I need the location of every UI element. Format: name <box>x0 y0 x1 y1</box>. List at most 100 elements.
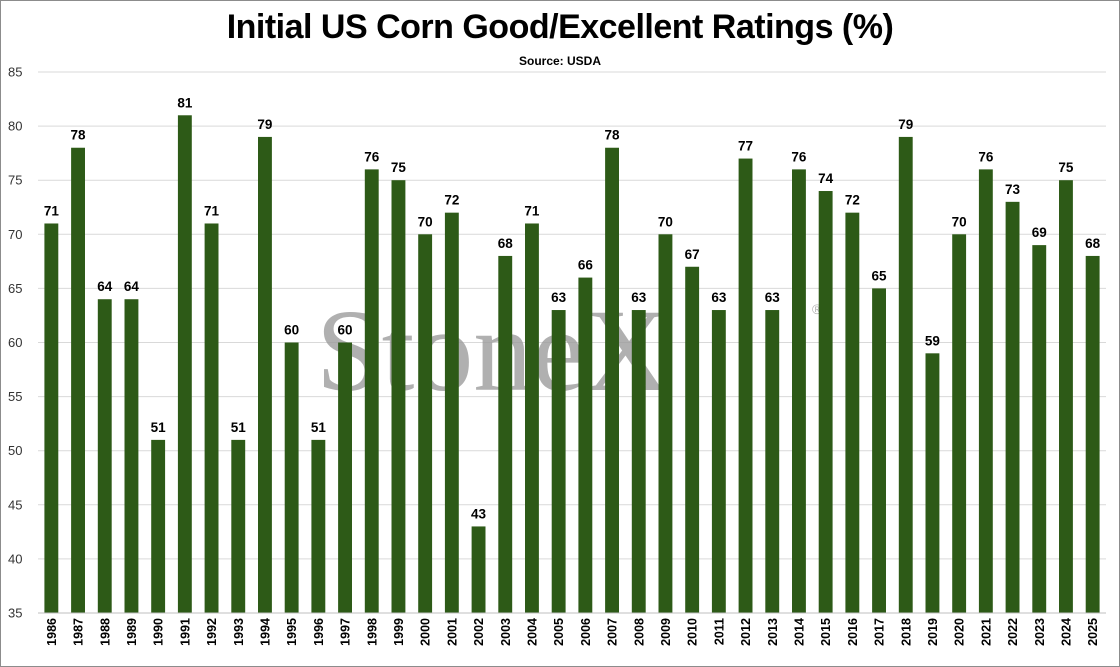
x-tick-label: 1990 <box>152 618 166 646</box>
data-label: 51 <box>151 420 167 435</box>
x-tick-label: 2016 <box>846 618 860 646</box>
data-label: 73 <box>1005 182 1021 197</box>
data-label: 67 <box>685 247 700 262</box>
data-label: 76 <box>364 149 380 164</box>
bar <box>311 439 326 613</box>
bar <box>418 234 433 614</box>
chart-title: Initial US Corn Good/Excellent Ratings (… <box>226 8 894 46</box>
x-tick-label: 2007 <box>606 618 620 646</box>
data-label: 78 <box>71 128 87 143</box>
y-tick-label: 65 <box>8 281 22 296</box>
x-tick-label: 1987 <box>72 618 86 646</box>
bar <box>444 212 459 613</box>
bar <box>978 169 993 613</box>
data-label: 59 <box>925 333 940 348</box>
bar <box>898 136 913 614</box>
x-tick-label: 2019 <box>926 618 940 646</box>
bar <box>364 169 379 613</box>
x-tick-label: 2017 <box>873 618 887 646</box>
bar <box>738 158 753 613</box>
x-tick-label: 2012 <box>739 618 753 646</box>
x-tick-label: 2020 <box>953 618 967 646</box>
y-tick-label: 80 <box>8 119 22 134</box>
y-tick-label: 35 <box>8 606 22 621</box>
data-labels: 71 78 64 64 51 81 71 51 79 60 51 60 76 75 70 72 43 68 71 63… <box>44 95 1101 521</box>
data-label: 81 <box>177 95 193 110</box>
x-tick-label: 2009 <box>659 618 673 646</box>
bar <box>551 310 566 613</box>
x-tick-label: 1994 <box>258 618 272 646</box>
x-tick-label: 1986 <box>45 618 59 646</box>
bar <box>338 342 352 613</box>
bar <box>1032 245 1047 613</box>
bar <box>391 180 406 613</box>
data-label: 64 <box>97 279 113 294</box>
bar <box>231 439 246 613</box>
bars <box>44 115 1100 614</box>
data-label: 71 <box>44 203 60 218</box>
x-axis: 1986 1987 1988 1989 1990 1991 1992 1993 1994 1995… <box>38 612 1106 646</box>
data-label: 75 <box>391 160 407 175</box>
x-tick-label: 2018 <box>899 618 913 646</box>
data-label: 76 <box>791 149 807 164</box>
x-tick-label: 2023 <box>1033 618 1047 646</box>
x-tick-label: 1988 <box>98 618 112 646</box>
bar <box>124 299 139 613</box>
y-tick-label: 60 <box>8 335 22 350</box>
x-tick-label: 2011 <box>712 618 726 645</box>
data-label: 79 <box>257 117 272 132</box>
data-label: 63 <box>551 290 567 305</box>
y-tick-label: 55 <box>8 389 22 404</box>
bar <box>925 353 940 613</box>
data-label: 68 <box>1085 236 1101 251</box>
data-label: 63 <box>765 290 781 305</box>
y-tick-label: 85 <box>8 65 22 80</box>
data-label: 74 <box>818 171 834 186</box>
y-axis: 35 40 45 50 55 60 65 70 75 80 85 <box>8 65 22 621</box>
bar <box>792 169 806 613</box>
x-tick-label: 2015 <box>819 618 833 646</box>
watermark-registered-mark: ® <box>812 301 823 317</box>
data-label: 77 <box>738 139 753 154</box>
data-label: 43 <box>471 506 487 521</box>
data-label: 60 <box>284 323 299 338</box>
bar <box>765 310 780 613</box>
bar <box>1005 201 1020 613</box>
bar <box>151 439 166 613</box>
x-tick-label: 1993 <box>232 618 246 646</box>
bar <box>258 136 272 614</box>
x-tick-label: 2013 <box>766 618 780 646</box>
bar <box>177 115 192 613</box>
data-label: 70 <box>658 214 673 229</box>
bar <box>471 526 486 613</box>
bar <box>525 223 539 614</box>
x-tick-label: 2002 <box>472 618 486 646</box>
data-label: 51 <box>311 420 327 435</box>
x-tick-label: 1997 <box>339 618 353 646</box>
bar <box>631 310 646 613</box>
x-tick-label: 1995 <box>285 618 299 646</box>
chart-subtitle: Source: USDA <box>518 54 601 68</box>
bar <box>711 310 726 613</box>
bar <box>498 255 513 613</box>
bar <box>97 299 112 613</box>
x-tick-label: 2000 <box>419 618 433 646</box>
bar <box>284 342 299 613</box>
y-tick-label: 40 <box>8 551 22 566</box>
data-label: 60 <box>338 323 353 338</box>
bar <box>952 234 967 614</box>
bar <box>204 223 219 614</box>
data-label: 68 <box>498 236 514 251</box>
x-tick-label: 2001 <box>445 618 459 646</box>
bar <box>71 147 85 614</box>
data-label: 72 <box>845 193 860 208</box>
data-label: 66 <box>578 258 594 273</box>
bar <box>1059 180 1073 613</box>
data-label: 63 <box>711 290 727 305</box>
y-tick-label: 45 <box>8 497 22 512</box>
data-label: 72 <box>444 193 459 208</box>
x-tick-label: 2006 <box>579 618 593 646</box>
bar <box>658 234 673 614</box>
y-tick-label: 50 <box>8 443 22 458</box>
x-tick-label: 2003 <box>499 618 513 646</box>
